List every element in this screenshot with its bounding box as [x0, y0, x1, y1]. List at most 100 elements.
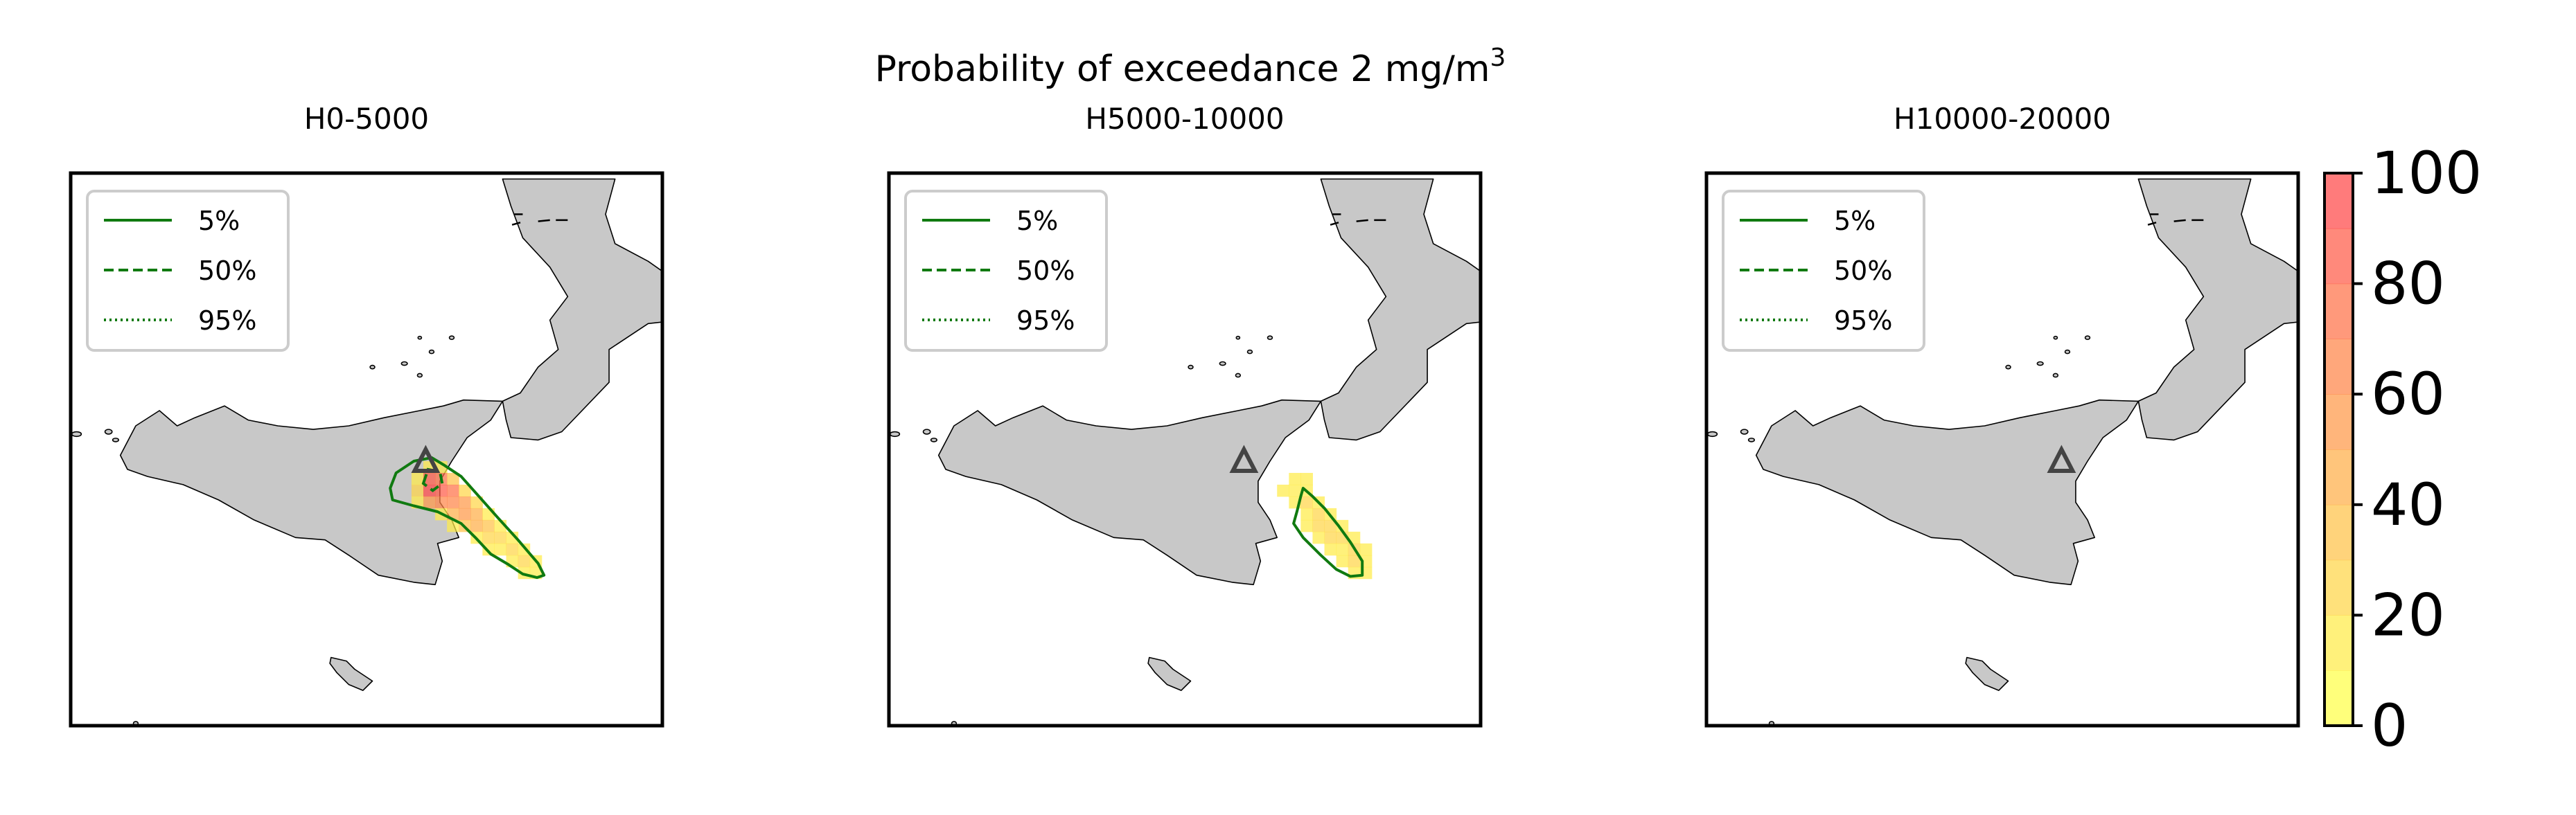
- coast-island: [1706, 431, 1718, 438]
- probability-cell: [411, 472, 424, 485]
- legend-label: 95%: [198, 305, 256, 336]
- probability-cell: [1324, 531, 1337, 544]
- coast-island: [1235, 335, 1241, 340]
- probability-cell: [1300, 496, 1313, 509]
- coast-calabria: [1320, 178, 1481, 441]
- probability-cell: [447, 484, 459, 497]
- probability-cell: [470, 519, 483, 532]
- probability-cell: [518, 555, 531, 568]
- probability-cell: [1359, 543, 1373, 556]
- probability-cell: [1348, 531, 1361, 544]
- colorbar: 0 20 40 60 80 100: [2323, 139, 2482, 760]
- probability-cell: [459, 496, 471, 509]
- coast-island: [1747, 438, 1755, 442]
- colorbar-segment: [2324, 228, 2353, 285]
- coast-island: [112, 438, 119, 442]
- probability-cell: [423, 484, 436, 497]
- coast-island: [2084, 335, 2091, 341]
- probability-cell: [470, 508, 483, 521]
- panel-frame: [887, 171, 1483, 728]
- legend-label: 50%: [1834, 256, 1892, 286]
- colorbar-segment: [2324, 504, 2353, 561]
- coast-island: [889, 431, 901, 438]
- volcano-marker-icon: [411, 445, 441, 473]
- coast-sicily: [1755, 399, 2140, 586]
- probability-cell: [1336, 555, 1349, 568]
- probability-cell: [459, 484, 471, 497]
- map-panel-1: H0-5000 5% 50% 95%: [69, 102, 664, 728]
- coast-island: [2064, 349, 2071, 355]
- legend-label: 50%: [198, 256, 256, 286]
- probability-cell: [482, 519, 495, 532]
- probability-cell: [482, 531, 495, 544]
- legend-label: 5%: [198, 206, 240, 236]
- coast-island: [369, 364, 376, 370]
- colorbar-tick-label: 60: [2371, 360, 2445, 428]
- probability-cell: [494, 543, 507, 556]
- volcano-marker-icon: [2047, 445, 2076, 473]
- coast-island: [2036, 361, 2044, 366]
- probability-cell: [1312, 519, 1325, 532]
- map-panel-2: H5000-10000 5% 50% 95%: [887, 102, 1483, 728]
- coast-feature: [2173, 219, 2186, 222]
- volcano-marker-icon: [1229, 445, 1259, 473]
- legend-frame: [86, 190, 290, 352]
- coast-malta: [1965, 656, 2009, 691]
- probability-cell: [1312, 508, 1325, 521]
- coast-island: [2053, 335, 2058, 340]
- colorbar-tick-label: 20: [2371, 581, 2445, 649]
- colorbar-segment: [2324, 339, 2353, 395]
- coast-island: [1246, 349, 1253, 355]
- legend-frame: [904, 190, 1108, 352]
- contour-5pct: [1292, 487, 1364, 578]
- colorbar-tick-label: 0: [2371, 692, 2408, 760]
- probability-cell: [447, 472, 459, 485]
- probability-cell: [459, 508, 471, 521]
- panel-title: H5000-10000: [1085, 102, 1284, 136]
- suptitle-main: Probability of exceedance 2 mg/m: [875, 48, 1490, 90]
- colorbar-segment: [2324, 670, 2353, 726]
- probability-cell: [423, 496, 436, 509]
- panel-content: [1706, 173, 2298, 726]
- probability-cell: [1348, 555, 1361, 568]
- coast-island: [1235, 373, 1242, 378]
- probability-cell: [447, 496, 459, 509]
- coast-island: [1740, 429, 1749, 435]
- probability-cell: [1324, 519, 1337, 532]
- colorbar-segment: [2324, 559, 2353, 616]
- coast-feature: [538, 219, 550, 222]
- contour-5pct: [389, 456, 546, 580]
- colorbar-segment: [2324, 615, 2353, 671]
- coast-feature: [511, 222, 521, 226]
- coast-island: [417, 335, 423, 340]
- suptitle-superscript: 3: [1490, 44, 1506, 72]
- legend: 5% 50% 95%: [1722, 190, 1925, 352]
- colorbar-frame: [2323, 172, 2354, 727]
- coast-island: [922, 429, 931, 435]
- coast-malta: [329, 656, 373, 691]
- legend-label: 50%: [1016, 256, 1075, 286]
- legend-label: 5%: [1834, 206, 1876, 236]
- coast-island: [1219, 361, 1226, 366]
- coast-island: [930, 438, 937, 442]
- legend: 5% 50% 95%: [86, 190, 290, 352]
- coast-island: [2052, 373, 2059, 378]
- probability-cell: [506, 543, 519, 556]
- colorbar-tick-label: 100: [2371, 139, 2482, 207]
- probability-cell: [1289, 484, 1301, 497]
- probability-cell: [1289, 472, 1301, 485]
- coast-calabria: [502, 178, 662, 441]
- probability-cell: [1324, 543, 1337, 556]
- colorbar-tick-label: 40: [2371, 471, 2445, 539]
- probability-cell: [1300, 508, 1313, 521]
- coast-island: [428, 349, 435, 355]
- map-panel-3: H10000-20000 5% 50% 95%: [1704, 102, 2300, 728]
- coast-island: [1188, 364, 1194, 370]
- contour-50pct: [421, 467, 444, 492]
- colorbar-segment: [2324, 449, 2353, 505]
- probability-cell: [1300, 472, 1313, 485]
- panels: H0-50005%50%95%H5000-100005%50%95%H10000…: [69, 102, 2300, 728]
- probability-cell: [1336, 543, 1349, 556]
- colorbar-segment: [2324, 283, 2353, 339]
